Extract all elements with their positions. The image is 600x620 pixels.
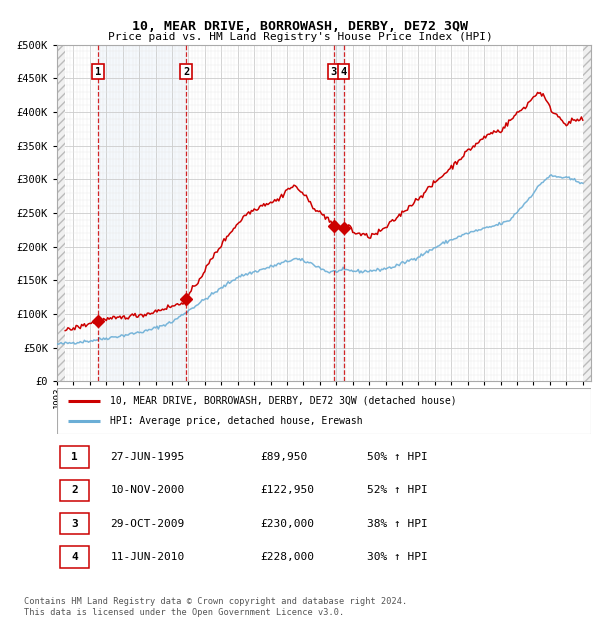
Text: £89,950: £89,950	[260, 452, 307, 462]
Bar	[57, 45, 65, 381]
Text: 10, MEAR DRIVE, BORROWASH, DERBY, DE72 3QW (detached house): 10, MEAR DRIVE, BORROWASH, DERBY, DE72 3…	[110, 396, 457, 405]
Bar	[59, 513, 89, 534]
Text: 52% ↑ HPI: 52% ↑ HPI	[367, 485, 427, 495]
Text: 1: 1	[71, 452, 78, 462]
Bar	[583, 45, 591, 381]
Text: 10, MEAR DRIVE, BORROWASH, DERBY, DE72 3QW: 10, MEAR DRIVE, BORROWASH, DERBY, DE72 3…	[132, 20, 468, 33]
Bar	[334, 45, 344, 381]
Text: HPI: Average price, detached house, Erewash: HPI: Average price, detached house, Erew…	[110, 416, 363, 426]
Text: 2: 2	[183, 66, 189, 77]
Text: 38% ↑ HPI: 38% ↑ HPI	[367, 518, 427, 528]
Text: 50% ↑ HPI: 50% ↑ HPI	[367, 452, 427, 462]
Text: 30% ↑ HPI: 30% ↑ HPI	[367, 552, 427, 562]
Text: 29-OCT-2009: 29-OCT-2009	[110, 518, 185, 528]
Bar	[98, 45, 186, 381]
Text: £230,000: £230,000	[260, 518, 314, 528]
Text: 1: 1	[95, 66, 101, 77]
Text: £228,000: £228,000	[260, 552, 314, 562]
Bar	[59, 546, 89, 567]
Text: 11-JUN-2010: 11-JUN-2010	[110, 552, 185, 562]
Text: £122,950: £122,950	[260, 485, 314, 495]
Bar	[59, 479, 89, 501]
Text: 4: 4	[71, 552, 78, 562]
Text: Price paid vs. HM Land Registry's House Price Index (HPI): Price paid vs. HM Land Registry's House …	[107, 32, 493, 42]
Text: 27-JUN-1995: 27-JUN-1995	[110, 452, 185, 462]
Text: 3: 3	[331, 66, 337, 77]
Bar	[59, 446, 89, 467]
Text: Contains HM Land Registry data © Crown copyright and database right 2024.
This d: Contains HM Land Registry data © Crown c…	[24, 598, 407, 617]
Text: 10-NOV-2000: 10-NOV-2000	[110, 485, 185, 495]
Text: 3: 3	[71, 518, 78, 528]
Text: 4: 4	[340, 66, 347, 77]
Text: 2: 2	[71, 485, 78, 495]
